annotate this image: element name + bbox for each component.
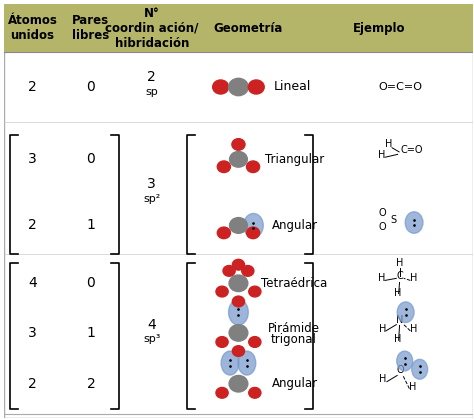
FancyBboxPatch shape: [4, 4, 473, 418]
Ellipse shape: [405, 212, 423, 233]
Text: H: H: [378, 273, 385, 283]
Text: trigonal: trigonal: [271, 333, 317, 346]
Text: 0: 0: [87, 153, 95, 166]
Text: 0: 0: [87, 80, 95, 94]
Text: sp²: sp²: [143, 194, 160, 204]
Circle shape: [232, 259, 245, 270]
Text: N°
coordin ación/
hibridación: N° coordin ación/ hibridación: [105, 7, 199, 49]
Ellipse shape: [244, 213, 263, 238]
Ellipse shape: [238, 351, 256, 375]
Text: H: H: [379, 323, 386, 334]
Ellipse shape: [228, 300, 248, 325]
Circle shape: [249, 388, 261, 398]
Circle shape: [232, 296, 245, 307]
Ellipse shape: [412, 360, 428, 379]
Text: Angular: Angular: [272, 377, 318, 390]
Text: H: H: [410, 382, 417, 392]
Circle shape: [246, 161, 260, 173]
Text: O=C=O: O=C=O: [378, 82, 422, 92]
Ellipse shape: [221, 351, 239, 375]
Circle shape: [216, 336, 228, 347]
Circle shape: [232, 139, 245, 150]
Circle shape: [229, 151, 247, 167]
Text: 2: 2: [28, 80, 37, 94]
Circle shape: [229, 217, 247, 233]
Text: H: H: [384, 139, 392, 149]
Text: Ejemplo: Ejemplo: [353, 22, 405, 35]
Circle shape: [217, 227, 230, 239]
Text: Angular: Angular: [272, 219, 318, 232]
Text: 1: 1: [86, 218, 95, 233]
Text: 3: 3: [28, 326, 37, 340]
Circle shape: [229, 275, 248, 292]
Text: sp: sp: [146, 87, 158, 97]
Circle shape: [216, 388, 228, 398]
Text: O: O: [379, 222, 387, 232]
Text: O: O: [396, 365, 404, 375]
Ellipse shape: [397, 351, 413, 371]
Circle shape: [217, 161, 230, 173]
Ellipse shape: [397, 302, 414, 323]
Text: 2: 2: [87, 377, 95, 391]
Circle shape: [248, 80, 264, 94]
Text: sp³: sp³: [143, 334, 161, 344]
Text: Pares
libres: Pares libres: [73, 14, 109, 42]
Circle shape: [228, 78, 248, 96]
Text: H: H: [394, 288, 401, 297]
Text: Geometría: Geometría: [213, 22, 283, 35]
Text: S: S: [391, 215, 397, 225]
Text: Pirámide: Pirámide: [268, 322, 319, 335]
Text: C=O: C=O: [400, 145, 422, 155]
Circle shape: [229, 375, 248, 392]
Text: H: H: [410, 323, 418, 334]
Text: 2: 2: [28, 218, 37, 233]
Circle shape: [232, 346, 245, 357]
Text: 0: 0: [87, 276, 95, 290]
Circle shape: [213, 80, 228, 94]
Text: H: H: [394, 334, 401, 344]
Text: Tetraédrica: Tetraédrica: [261, 277, 327, 290]
Text: H: H: [396, 258, 404, 268]
Text: Triangular: Triangular: [265, 153, 324, 166]
Text: H: H: [378, 150, 385, 160]
Circle shape: [216, 286, 228, 297]
Text: H: H: [410, 273, 418, 283]
Text: 4: 4: [147, 318, 156, 331]
Text: 1: 1: [86, 326, 95, 340]
Circle shape: [223, 266, 235, 276]
Circle shape: [229, 325, 248, 341]
Text: Lineal: Lineal: [273, 80, 311, 93]
Circle shape: [249, 286, 261, 297]
Text: H: H: [380, 375, 387, 385]
Text: C: C: [397, 271, 403, 281]
Text: 4: 4: [28, 276, 37, 290]
Circle shape: [246, 227, 260, 239]
Text: 2: 2: [28, 377, 37, 391]
Circle shape: [249, 336, 261, 347]
Text: O: O: [379, 208, 387, 218]
Text: 3: 3: [28, 153, 37, 166]
FancyBboxPatch shape: [4, 4, 473, 52]
Text: N: N: [396, 315, 404, 325]
Circle shape: [242, 266, 254, 276]
Text: 3: 3: [147, 177, 156, 191]
Text: Átomos
unidos: Átomos unidos: [8, 14, 57, 42]
Text: 2: 2: [147, 70, 156, 84]
